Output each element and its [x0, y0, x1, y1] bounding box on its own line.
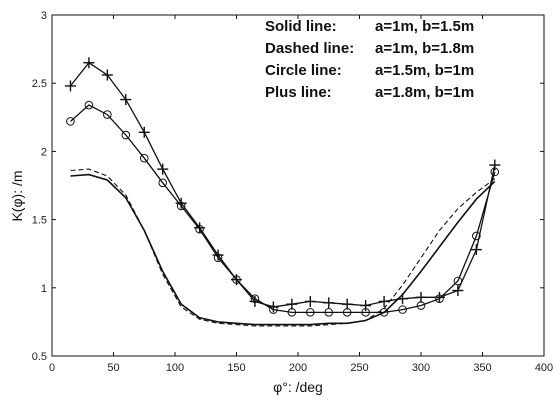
- legend-params: a=1m, b=1.5m: [375, 18, 474, 35]
- y-axis-label: K(φ): /m: [9, 170, 25, 221]
- plus-marker: [120, 94, 132, 106]
- legend-params: a=1.8m, b=1m: [375, 84, 474, 101]
- legend-label: Plus line:: [265, 84, 332, 101]
- legend-params: a=1.5m, b=1m: [375, 62, 474, 79]
- circle-marker: [398, 305, 407, 314]
- plus-marker: [194, 222, 206, 234]
- circle-marker: [379, 308, 389, 317]
- plus-marker: [249, 295, 261, 307]
- circle-marker: [306, 308, 315, 317]
- legend-label: Solid line:: [265, 18, 337, 35]
- axis-ticks: 0 50 100 150 200 250 300 350 400 0.5 1 1.5 2 2.5 3: [32, 10, 553, 374]
- plus-marker: [212, 249, 224, 261]
- legend-label: Circle line:: [265, 62, 342, 79]
- y-tick-label: 1: [41, 283, 47, 295]
- x-tick-label: 100: [166, 362, 184, 374]
- plus-marker: [397, 293, 409, 305]
- x-tick-label: 400: [535, 362, 553, 374]
- plus-marker: [323, 297, 335, 309]
- y-tick-label: 3: [41, 10, 47, 22]
- plus-marker: [175, 197, 187, 209]
- plus-marker: [231, 274, 242, 286]
- series-line-dashed: [70, 168, 496, 327]
- circle-marker: [66, 117, 75, 126]
- circle-marker: [324, 308, 334, 317]
- circle-marker: [472, 231, 481, 241]
- plus-marker: [267, 301, 279, 313]
- plus-marker: [304, 295, 316, 307]
- x-tick-label: 200: [289, 362, 307, 374]
- x-axis-label: φ°: /deg: [273, 379, 323, 395]
- plus-marker: [138, 126, 150, 138]
- circle-marker: [158, 178, 167, 188]
- plot-area: [51, 14, 545, 357]
- x-tick-label: 50: [107, 362, 119, 374]
- x-tick-label: 350: [473, 362, 491, 374]
- x-tick-label: 150: [227, 362, 245, 374]
- plus-marker: [286, 298, 298, 310]
- plus-marker: [378, 295, 390, 307]
- plus-marker: [452, 285, 464, 297]
- series-line-circle: [70, 104, 496, 314]
- circle-marker: [84, 100, 94, 110]
- plus-marker: [415, 291, 427, 303]
- series-dashed: [70, 168, 496, 327]
- plus-marker: [489, 159, 501, 171]
- plus-marker: [83, 57, 95, 69]
- circle-marker: [103, 110, 112, 119]
- plus-marker: [433, 291, 445, 303]
- y-tick-label: 2: [41, 146, 47, 158]
- x-tick-label: 0: [49, 362, 55, 374]
- y-tick-label: 1.5: [32, 215, 47, 227]
- plus-marker: [101, 69, 113, 81]
- plus-marker: [470, 244, 482, 256]
- plus-marker: [64, 80, 76, 92]
- legend-params: a=1m, b=1.8m: [375, 40, 474, 57]
- plus-marker: [360, 300, 372, 312]
- y-tick-label: 0.5: [32, 351, 47, 363]
- plus-marker: [157, 163, 169, 175]
- legend-label: Dashed line:: [265, 40, 354, 57]
- series-plus: [64, 57, 501, 313]
- plot-frame: [51, 14, 545, 357]
- legend: Solid line: a=1m, b=1.5m Dashed line: a=1m,…: [265, 18, 474, 101]
- circle-marker: [121, 130, 131, 140]
- series-layer: [64, 57, 501, 327]
- y-tick-label: 2.5: [32, 78, 47, 90]
- x-tick-label: 250: [350, 362, 368, 374]
- x-tick-label: 300: [412, 362, 430, 374]
- circle-marker: [139, 153, 149, 163]
- plus-marker: [341, 298, 353, 310]
